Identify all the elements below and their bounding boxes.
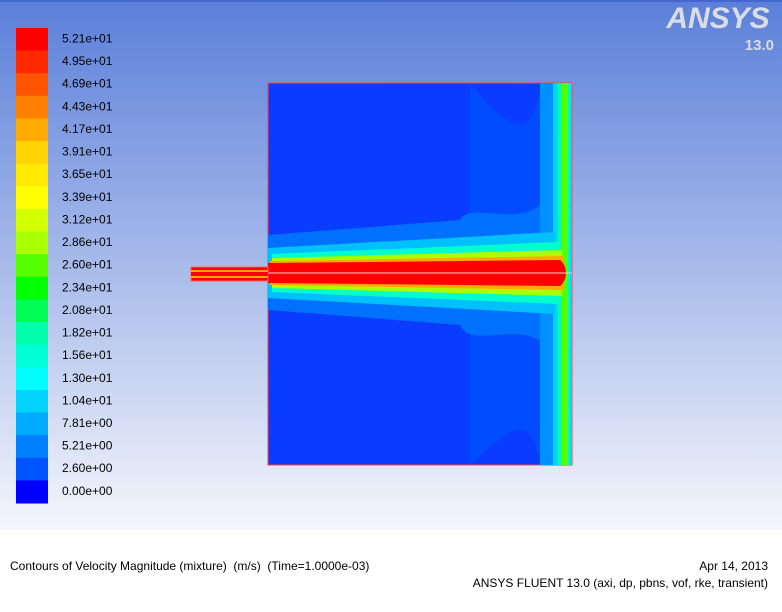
colorbar-swatch (16, 28, 48, 52)
colorbar-label: 4.69e+01 (62, 77, 113, 91)
colorbar-swatch (16, 412, 48, 436)
colorbar-label: 3.12e+01 (62, 212, 113, 226)
colorbar-swatch (16, 73, 48, 97)
colorbar-label: 2.60e+00 (62, 461, 113, 475)
colorbar-swatch (16, 186, 48, 210)
colorbar-swatch (16, 299, 48, 323)
colorbar-label: 2.60e+01 (62, 258, 113, 272)
footer-panel (0, 530, 782, 607)
colorbar-label: 4.43e+01 (62, 99, 113, 113)
colorbar: 5.21e+01 4.95e+01 4.69e+01 4.43e+01 4.17e+01… (16, 28, 113, 504)
colorbar-swatch (16, 435, 48, 459)
colorbar-label: 2.08e+01 (62, 303, 113, 317)
contour-field (190, 82, 573, 466)
colorbar-label: 1.30e+01 (62, 371, 113, 385)
colorbar-label: 1.56e+01 (62, 348, 113, 362)
colorbar-label: 3.91e+01 (62, 145, 113, 159)
colorbar-label: 7.81e+00 (62, 416, 113, 430)
colorbar-label: 0.00e+00 (62, 484, 113, 498)
colorbar-swatch (16, 322, 48, 346)
colorbar-swatch (16, 254, 48, 278)
colorbar-label: 5.21e+01 (62, 31, 113, 45)
colorbar-label: 1.04e+01 (62, 393, 113, 407)
colorbar-swatch (16, 367, 48, 391)
colorbar-swatch (16, 344, 48, 368)
logo-version: 13.0 (745, 37, 774, 54)
colorbar-swatch (16, 208, 48, 233)
colorbar-swatch (16, 389, 48, 414)
colorbar-swatch (16, 163, 48, 187)
colorbar-label: 4.95e+01 (62, 54, 113, 68)
colorbar-swatch (16, 118, 48, 142)
footer-title: Contours of Velocity Magnitude (mixture)… (10, 559, 369, 573)
colorbar-label: 3.65e+01 (62, 167, 113, 181)
colorbar-swatch (16, 95, 48, 119)
colorbar-label: 2.86e+01 (62, 235, 113, 249)
footer-date: Apr 14, 2013 (699, 559, 768, 573)
colorbar-label: 2.34e+01 (62, 280, 113, 294)
colorbar-label: 1.82e+01 (62, 326, 113, 340)
colorbar-label: 4.17e+01 (62, 122, 113, 136)
footer-solver: ANSYS FLUENT 13.0 (axi, dp, pbns, vof, r… (473, 576, 768, 590)
colorbar-swatch (16, 141, 48, 165)
colorbar-swatch (16, 50, 48, 74)
logo-brand: ANSYS (665, 2, 769, 35)
colorbar-swatch (16, 276, 48, 300)
colorbar-swatch (16, 457, 48, 481)
colorbar-label: 3.39e+01 (62, 190, 113, 204)
colorbar-swatch (16, 231, 48, 255)
colorbar-swatch (16, 480, 48, 504)
colorbar-label: 5.21e+00 (62, 439, 113, 453)
